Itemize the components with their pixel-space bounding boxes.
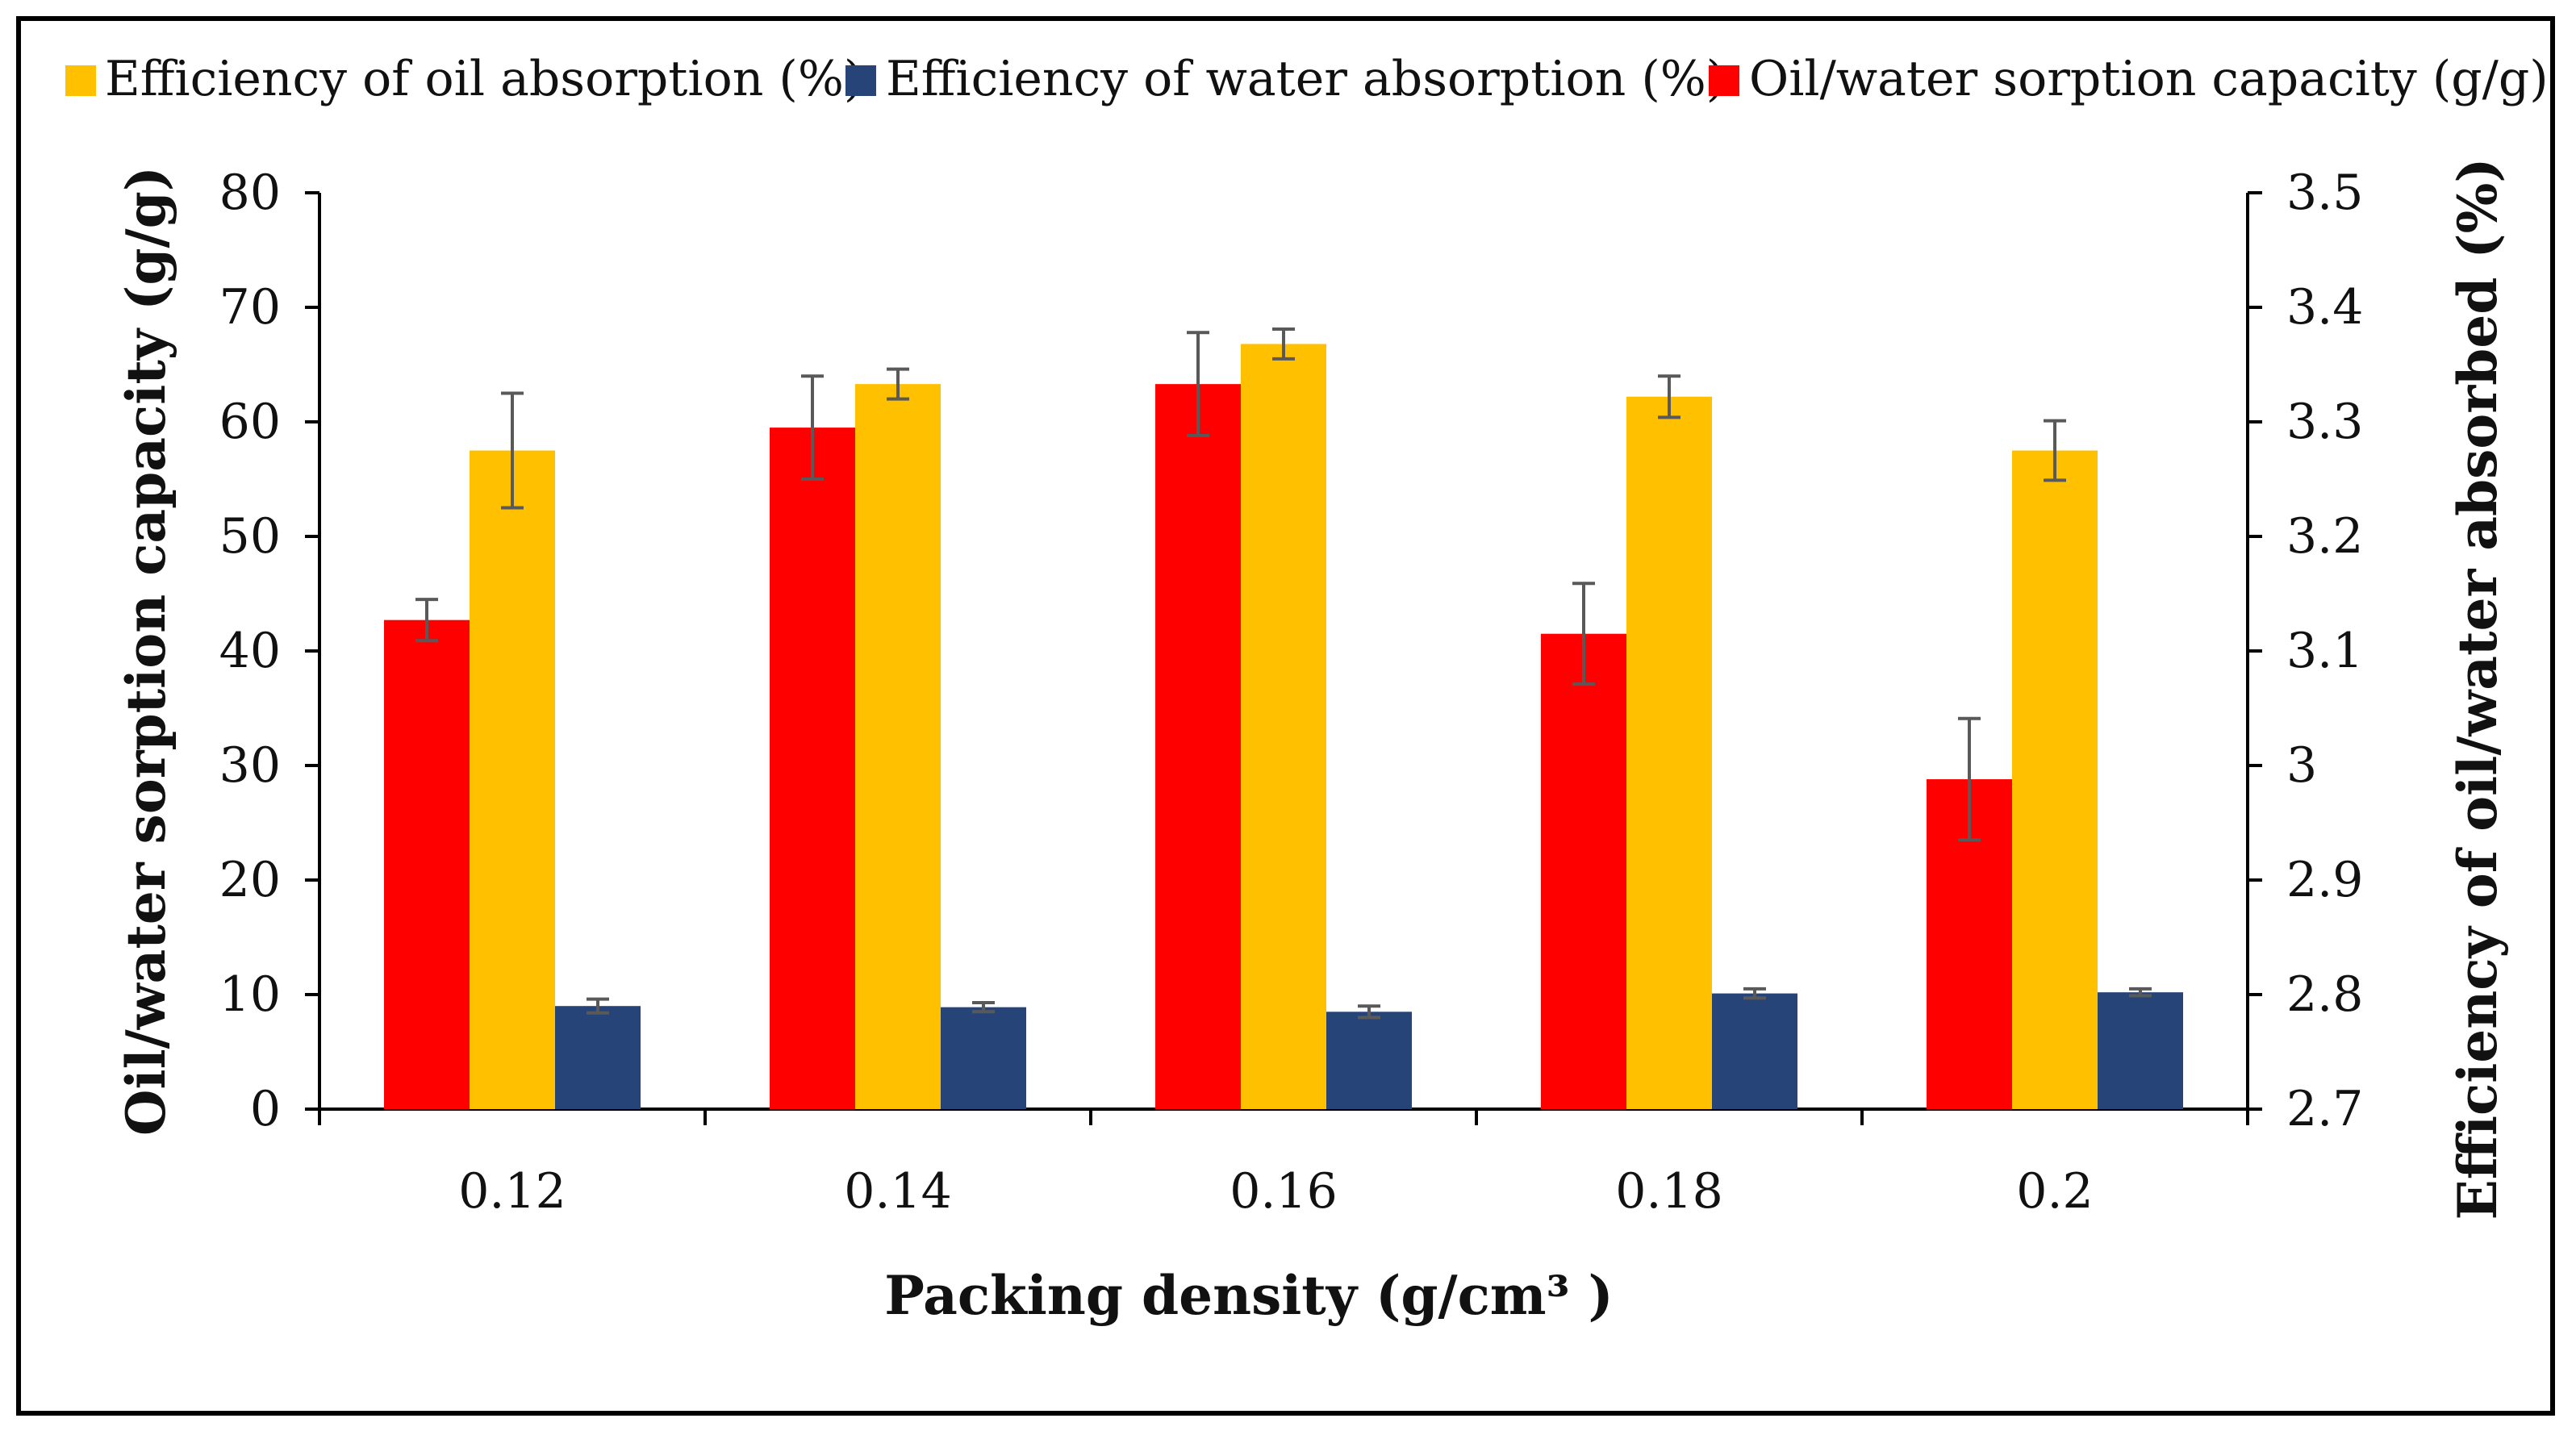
y-right-tick-label: 2.7 [2286, 1081, 2363, 1137]
bar-oil-efficiency [1626, 396, 1712, 1109]
legend-label-sorption-capacity: Oil/water sorption capacity (g/g) [1749, 51, 2549, 107]
error-bar [1358, 1004, 1380, 1020]
error-bar [2044, 419, 2066, 482]
bar-water-efficiency [555, 1006, 641, 1109]
x-axis-title: Packing density (g/cm³ ) [884, 1264, 1614, 1327]
error-bar [1272, 327, 1295, 361]
y-left-tick-label: 80 [219, 165, 281, 221]
y-right-tick-label: 3 [2286, 737, 2317, 794]
y-left-tick-label: 50 [219, 508, 281, 565]
x-tick-label: 0.12 [458, 1163, 566, 1220]
legend-swatch-water-efficiency [845, 65, 876, 96]
y-left-tick-label: 70 [219, 279, 281, 336]
legend-label-water-efficiency: Efficiency of water absorption (%) [886, 51, 1725, 107]
error-bar [587, 997, 609, 1015]
y-right-tick-label: 3.4 [2286, 279, 2363, 336]
y-left-tick-label: 30 [219, 737, 281, 794]
error-bar [1187, 331, 1209, 438]
y-axis-left-title: Oil/water sorption capacity (g/g) [115, 166, 177, 1136]
error-bar [887, 367, 909, 401]
bar-oil-efficiency [1241, 344, 1326, 1109]
x-tick-label: 0.14 [844, 1163, 952, 1220]
bars [384, 344, 2183, 1109]
y-left-tick-label: 40 [219, 623, 281, 679]
error-bar [1572, 582, 1595, 686]
bar-sorption-capacity [384, 619, 470, 1109]
y-right-tick-label: 3.5 [2286, 165, 2363, 221]
error-bar [501, 391, 524, 510]
error-bar [2129, 987, 2152, 998]
bar-water-efficiency [2098, 992, 2183, 1109]
y-axis-right-title: Efficiency of oil/water absorbed (%) [2446, 157, 2509, 1220]
bar-sorption-capacity [1155, 384, 1241, 1109]
y-right-tick-label: 3.2 [2286, 508, 2363, 565]
error-bar [972, 1000, 995, 1014]
legend-label-oil-efficiency: Efficiency of oil absorption (%) [105, 51, 862, 107]
bar-water-efficiency [1326, 1012, 1412, 1109]
bar-water-efficiency [1712, 993, 1797, 1109]
legend-swatch-oil-efficiency [65, 65, 96, 96]
y-left-tick-label: 20 [219, 852, 281, 908]
bar-oil-efficiency [855, 384, 941, 1109]
chart-frame: Efficiency of oil absorption (%) Efficie… [16, 16, 2555, 1416]
chart-svg: Efficiency of oil absorption (%) Efficie… [65, 51, 2549, 1327]
error-bar [1958, 716, 1981, 842]
bar-water-efficiency [941, 1007, 1026, 1109]
y-axis-right-ticks: 2.7 2.8 2.9 3 3.1 3.2 3.3 3.4 3.5 [2248, 165, 2363, 1137]
y-right-tick-label: 3.3 [2286, 394, 2363, 450]
y-left-tick-label: 60 [219, 394, 281, 450]
y-axis-left-ticks: 0 10 20 30 40 50 60 70 80 [219, 165, 319, 1137]
y-right-tick-label: 2.8 [2286, 966, 2363, 1023]
error-bar [1658, 374, 1680, 419]
bar-sorption-capacity [770, 428, 855, 1109]
legend-swatch-sorption-capacity [1709, 65, 1739, 96]
error-bars [415, 327, 2152, 1020]
legend: Efficiency of oil absorption (%) Efficie… [65, 51, 2549, 107]
x-tick-label: 0.2 [2016, 1163, 2093, 1220]
bar-sorption-capacity [1541, 633, 1626, 1109]
x-axis-ticks: 0.12 0.14 0.16 0.18 0.2 [318, 1109, 2249, 1220]
y-right-tick-label: 3.1 [2286, 623, 2363, 679]
y-right-tick-label: 2.9 [2286, 852, 2363, 908]
y-left-tick-label: 10 [219, 966, 281, 1023]
bar-oil-efficiency [470, 450, 555, 1109]
x-tick-label: 0.16 [1230, 1163, 1338, 1220]
error-bar [415, 598, 438, 643]
error-bar [1743, 987, 1766, 1000]
bar-oil-efficiency [2012, 450, 2098, 1109]
error-bar [801, 374, 824, 481]
x-tick-label: 0.18 [1615, 1163, 1723, 1220]
y-left-tick-label: 0 [250, 1081, 281, 1137]
